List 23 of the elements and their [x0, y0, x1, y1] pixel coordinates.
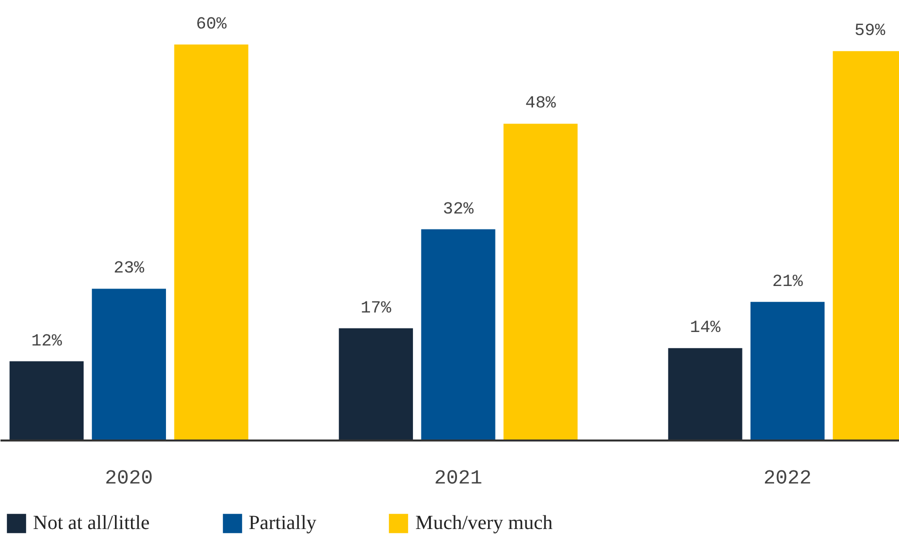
x-tick-label: 2020: [104, 468, 153, 490]
x-tick-label: 2021: [434, 468, 482, 490]
bar: [10, 361, 84, 440]
data-label: 32%: [442, 200, 474, 220]
bar: [174, 44, 248, 440]
data-label: 17%: [360, 299, 392, 318]
bar: [92, 288, 166, 440]
data-label: 60%: [196, 16, 228, 34]
legend-label: Partially: [248, 512, 316, 534]
bar: [668, 348, 742, 440]
bar: [338, 328, 413, 440]
data-label: 21%: [772, 272, 804, 292]
data-label: 23%: [114, 260, 146, 279]
data-label: 14%: [690, 319, 722, 338]
x-tick-label: 2022: [764, 468, 812, 490]
data-label: 59%: [854, 22, 886, 42]
data-label: 12%: [31, 332, 63, 352]
data-label: 48%: [525, 94, 557, 114]
bar: [421, 229, 496, 440]
bar: [504, 124, 578, 440]
bar: [750, 302, 825, 440]
legend-label: Not at all/little: [33, 512, 150, 534]
legend-label: Much/very much: [415, 512, 553, 534]
